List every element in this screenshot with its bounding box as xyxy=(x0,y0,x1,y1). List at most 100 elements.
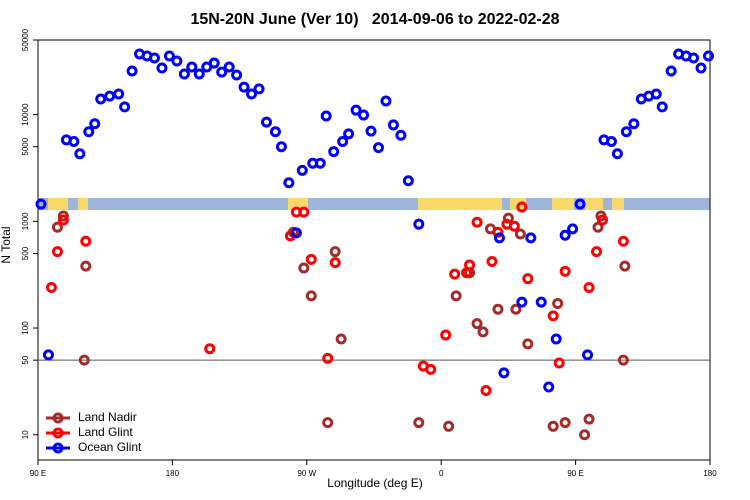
point xyxy=(178,68,190,80)
point xyxy=(502,212,514,224)
point xyxy=(208,57,220,69)
point xyxy=(163,50,175,62)
point xyxy=(45,281,57,293)
legend-item: Land Glint xyxy=(46,425,133,439)
point xyxy=(275,141,287,153)
point xyxy=(358,109,370,121)
point xyxy=(95,93,107,105)
point xyxy=(171,55,183,67)
point xyxy=(320,110,332,122)
point xyxy=(559,229,571,241)
x-tick-label: 90 E xyxy=(30,469,46,478)
point xyxy=(57,214,69,226)
point xyxy=(68,135,80,147)
point xyxy=(525,232,537,244)
point xyxy=(665,65,677,77)
point xyxy=(343,128,355,140)
point xyxy=(611,148,623,160)
point xyxy=(579,429,591,441)
ocean-band xyxy=(38,198,710,210)
point xyxy=(231,69,243,81)
point xyxy=(80,235,92,247)
point xyxy=(486,256,498,268)
legend-label: Land Nadir xyxy=(78,410,137,424)
x-tick-label: 90 E xyxy=(567,469,583,478)
point xyxy=(126,65,138,77)
point xyxy=(238,81,250,93)
point xyxy=(322,417,334,429)
point xyxy=(42,349,54,361)
point xyxy=(305,253,317,265)
point xyxy=(583,413,595,425)
point xyxy=(283,177,295,189)
y-tick-label: 10000 xyxy=(21,103,30,126)
point xyxy=(620,126,632,138)
point xyxy=(695,62,707,74)
legend-item: Ocean Glint xyxy=(46,440,142,454)
y-tick-label: 5000 xyxy=(21,137,30,155)
point xyxy=(443,420,455,432)
point xyxy=(592,221,604,233)
y-tick-label: 1000 xyxy=(21,212,30,230)
point xyxy=(425,363,437,375)
point xyxy=(543,381,555,393)
point xyxy=(574,198,586,210)
point xyxy=(51,221,63,233)
point xyxy=(156,62,168,74)
point xyxy=(51,246,63,258)
point xyxy=(80,260,92,272)
point xyxy=(78,354,90,366)
point xyxy=(216,66,228,78)
point xyxy=(269,126,281,138)
point xyxy=(35,198,47,210)
point xyxy=(559,265,571,277)
point xyxy=(335,333,347,345)
point xyxy=(514,228,526,240)
y-tick-label: 50000 xyxy=(21,28,30,51)
y-tick-label: 500 xyxy=(21,246,30,260)
chart-title: 15N-20N June (Ver 10) 2014-09-06 to 2022… xyxy=(190,11,559,28)
y-tick-label: 50 xyxy=(21,355,30,364)
series-points xyxy=(35,48,715,393)
point xyxy=(314,157,326,169)
point xyxy=(480,384,492,396)
point xyxy=(402,175,414,187)
point xyxy=(113,88,125,100)
point xyxy=(493,232,505,244)
land-band xyxy=(552,198,574,210)
point xyxy=(582,349,594,361)
y-tick-label: 100 xyxy=(21,321,30,335)
point xyxy=(413,218,425,230)
point xyxy=(74,148,86,160)
point xyxy=(104,90,116,102)
point xyxy=(328,146,340,158)
point xyxy=(591,246,603,258)
legend-marker xyxy=(52,427,64,439)
point xyxy=(246,88,258,100)
point xyxy=(305,290,317,302)
point xyxy=(387,119,399,131)
point xyxy=(550,333,562,345)
point xyxy=(329,246,341,258)
point xyxy=(619,260,631,272)
series-points xyxy=(51,210,631,441)
land-band xyxy=(612,198,624,210)
point xyxy=(83,126,95,138)
point xyxy=(583,281,595,293)
point xyxy=(617,354,629,366)
point xyxy=(413,417,425,429)
y-tick-label: 10 xyxy=(21,430,30,439)
point xyxy=(204,343,216,355)
land-band xyxy=(585,198,603,210)
point xyxy=(552,297,564,309)
point xyxy=(477,326,489,338)
point xyxy=(260,116,272,128)
point xyxy=(522,273,534,285)
point xyxy=(296,164,308,176)
point xyxy=(322,352,334,364)
x-axis-label: Longitude (deg E) xyxy=(327,476,422,490)
y-axis-label: N Total xyxy=(0,226,13,263)
point xyxy=(148,52,160,64)
point xyxy=(290,227,302,239)
point xyxy=(596,214,608,226)
